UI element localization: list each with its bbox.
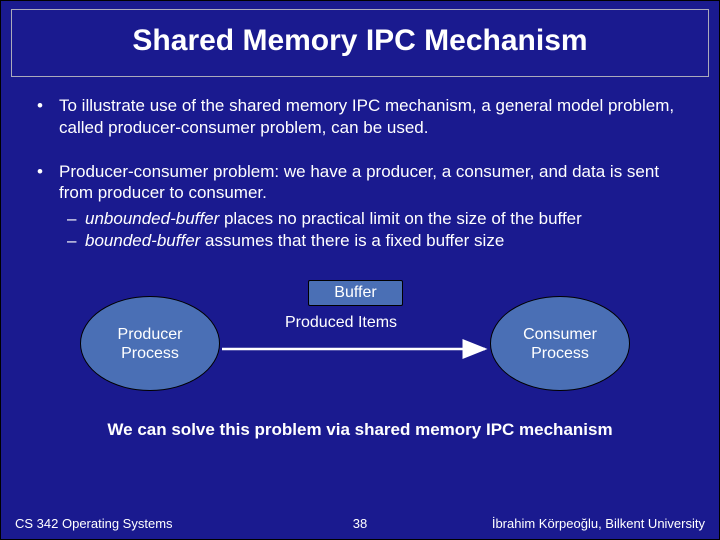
footer-page-number: 38 xyxy=(353,516,367,531)
sub1-term: unbounded-buffer xyxy=(85,209,219,228)
buffer-box: Buffer xyxy=(308,280,403,306)
slide: Shared Memory IPC Mechanism To illustrat… xyxy=(0,0,720,540)
diagram: Producer Process Buffer Produced Items C… xyxy=(60,274,660,414)
slide-title: Shared Memory IPC Mechanism xyxy=(12,24,708,58)
producer-label: Producer Process xyxy=(118,325,183,363)
sub1-rest: places no practical limit on the size of… xyxy=(219,209,582,228)
footer-left: CS 342 Operating Systems xyxy=(15,516,173,531)
bullet-2-lead: Producer-consumer problem: we have a pro… xyxy=(59,162,659,203)
sub-bullet-list: unbounded-buffer places no practical lim… xyxy=(59,208,691,252)
bullet-1: To illustrate use of the shared memory I… xyxy=(29,95,691,139)
consumer-label: Consumer Process xyxy=(523,325,597,363)
produced-items-label: Produced Items xyxy=(285,314,397,332)
bullet-list: To illustrate use of the shared memory I… xyxy=(29,95,691,252)
arrow-icon xyxy=(220,334,500,364)
consumer-node: Consumer Process xyxy=(490,296,630,391)
producer-node: Producer Process xyxy=(80,296,220,391)
sub2-term: bounded-buffer xyxy=(85,231,200,250)
bullet-2: Producer-consumer problem: we have a pro… xyxy=(29,161,691,253)
sub-bullet-1: unbounded-buffer places no practical lim… xyxy=(59,208,691,230)
footer: CS 342 Operating Systems 38 İbrahim Körp… xyxy=(1,516,719,531)
sub-bullet-2: bounded-buffer assumes that there is a f… xyxy=(59,230,691,252)
footer-right: İbrahim Körpeoğlu, Bilkent University xyxy=(492,516,705,531)
sub2-rest: assumes that there is a fixed buffer siz… xyxy=(200,231,504,250)
caption-text: We can solve this problem via shared mem… xyxy=(29,420,691,440)
title-box: Shared Memory IPC Mechanism xyxy=(11,9,709,77)
content-area: To illustrate use of the shared memory I… xyxy=(1,77,719,440)
